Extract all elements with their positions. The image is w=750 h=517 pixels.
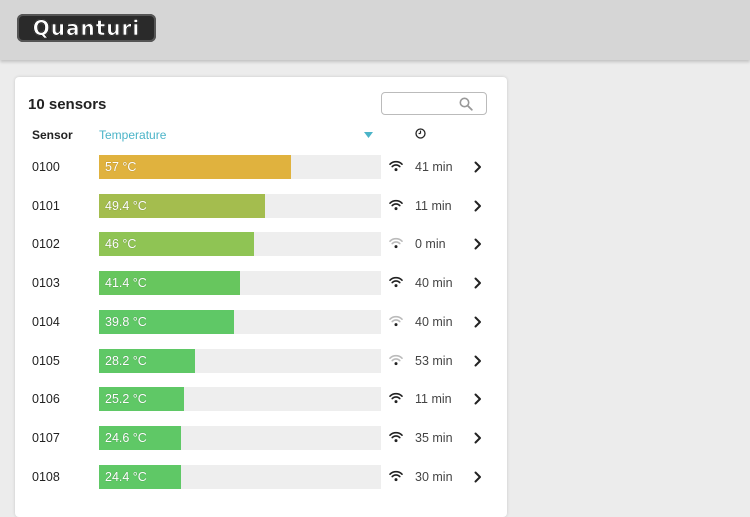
temperature-bar-track: 24.4 °C <box>99 464 381 489</box>
wifi-signal-icon <box>389 315 403 326</box>
last-update-time: 30 min <box>415 469 453 484</box>
temperature-value: 24.4 °C <box>105 469 147 484</box>
chevron-right-icon[interactable] <box>474 238 482 250</box>
temperature-bar-track: 57 °C <box>99 155 381 179</box>
temperature-value: 28.2 °C <box>105 353 147 368</box>
sensor-id: 0105 <box>32 353 60 368</box>
sensor-row[interactable]: 0105 28.2 °C 53 min <box>15 348 507 387</box>
sensor-row[interactable]: 0103 41.4 °C 40 min <box>15 271 507 309</box>
last-update-time: 40 min <box>415 276 453 291</box>
wifi-signal-icon <box>389 199 403 210</box>
last-update-time: 53 min <box>415 353 453 368</box>
chevron-right-icon[interactable] <box>474 432 482 444</box>
wifi-signal-icon <box>389 470 403 481</box>
temperature-value: 25.2 °C <box>105 392 147 407</box>
sensor-row[interactable]: 0107 24.6 °C 35 min <box>15 425 507 464</box>
last-update-time: 41 min <box>415 160 453 174</box>
sensor-row[interactable]: 0101 49.4 °C 11 min <box>15 193 507 232</box>
sensor-id: 0108 <box>32 469 60 484</box>
sort-descending-icon[interactable] <box>364 132 373 138</box>
temperature-value: 46 °C <box>105 237 137 252</box>
sensor-row[interactable]: 0108 24.4 °C 30 min <box>15 464 507 503</box>
last-update-time: 35 min <box>415 430 453 445</box>
sensors-panel: 10 sensors Sensor Temperature 0100 57 °C 4… <box>15 77 507 517</box>
temperature-bar-fill <box>99 271 240 296</box>
temperature-bar-fill <box>99 309 234 334</box>
temperature-bar-fill <box>99 387 184 412</box>
temperature-bar-track: 25.2 °C <box>99 387 381 412</box>
column-header-sensor[interactable]: Sensor <box>32 128 73 142</box>
last-update-time: 0 min <box>415 237 446 252</box>
column-header-temperature[interactable]: Temperature <box>99 128 167 142</box>
temperature-bar-track: 39.8 °C <box>99 309 381 334</box>
chevron-right-icon[interactable] <box>474 161 482 173</box>
last-update-time: 40 min <box>415 314 453 329</box>
temperature-bar-fill <box>99 155 291 179</box>
temperature-bar-track: 28.2 °C <box>99 348 381 373</box>
temperature-bar-fill <box>99 193 265 218</box>
chevron-right-icon[interactable] <box>474 471 482 483</box>
search-input[interactable] <box>388 94 462 115</box>
wifi-signal-icon <box>389 277 403 288</box>
sensor-row[interactable]: 0100 57 °C 41 min <box>15 155 507 193</box>
top-bar: Quanturi <box>0 0 750 60</box>
chevron-right-icon[interactable] <box>474 200 482 212</box>
temperature-bar-track: 24.6 °C <box>99 425 381 450</box>
temperature-bar-track: 46 °C <box>99 232 381 257</box>
clock-icon <box>415 128 426 139</box>
wifi-signal-icon <box>389 431 403 442</box>
temperature-value: 49.4 °C <box>105 198 147 213</box>
sensor-id: 0103 <box>32 276 60 291</box>
temperature-bar-track: 49.4 °C <box>99 193 381 218</box>
temperature-bar-track: 41.4 °C <box>99 271 381 296</box>
last-update-time: 11 min <box>415 198 452 213</box>
temperature-bar-fill <box>99 232 254 257</box>
temperature-value: 24.6 °C <box>105 430 147 445</box>
sensor-id: 0107 <box>32 430 60 445</box>
temperature-bar-fill <box>99 348 195 373</box>
wifi-signal-icon <box>389 393 403 404</box>
sensor-row[interactable]: 0102 46 °C 0 min <box>15 232 507 270</box>
sensor-row[interactable]: 0106 25.2 °C 11 min <box>15 387 507 425</box>
quanturi-logo[interactable]: Quanturi <box>17 14 156 42</box>
sensor-row[interactable]: 0104 39.8 °C 40 min <box>15 309 507 348</box>
chevron-right-icon[interactable] <box>474 316 482 328</box>
temperature-value: 39.8 °C <box>105 314 147 329</box>
sensor-id: 0100 <box>32 160 60 174</box>
chevron-right-icon[interactable] <box>474 393 482 405</box>
sensor-id: 0104 <box>32 314 60 329</box>
temperature-bar-fill <box>99 425 181 450</box>
temperature-value: 41.4 °C <box>105 276 147 291</box>
sensor-id: 0101 <box>32 198 60 213</box>
chevron-right-icon[interactable] <box>474 277 482 289</box>
logo-text: Quanturi <box>32 16 141 41</box>
last-update-time: 11 min <box>415 392 452 407</box>
wifi-signal-icon <box>389 354 403 365</box>
wifi-signal-icon <box>389 238 403 249</box>
chevron-right-icon[interactable] <box>474 355 482 367</box>
sensor-id: 0102 <box>32 237 60 252</box>
wifi-signal-icon <box>389 160 403 172</box>
temperature-value: 57 °C <box>105 160 137 174</box>
search-icon <box>459 97 473 111</box>
search-box[interactable] <box>381 92 487 115</box>
sensor-count-title: 10 sensors <box>28 96 107 113</box>
temperature-bar-fill <box>99 464 181 489</box>
sensor-id: 0106 <box>32 392 60 407</box>
